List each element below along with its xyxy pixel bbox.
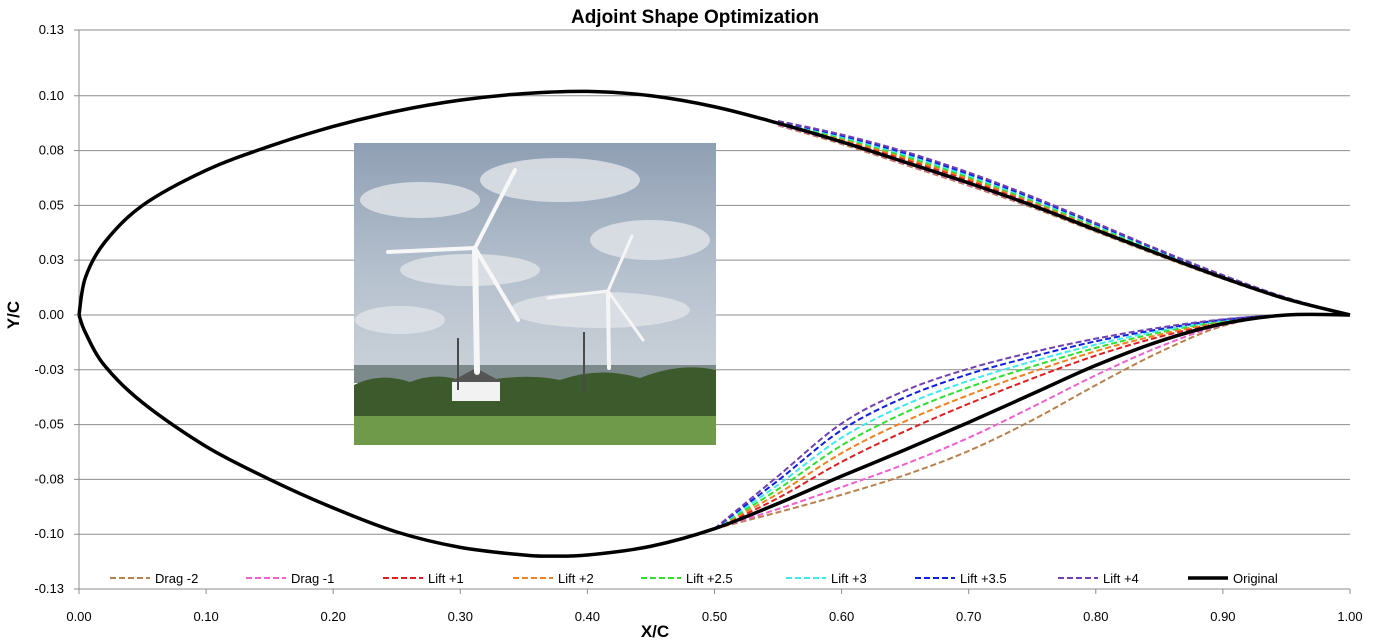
x-tick-label: 0.90 [1210,609,1235,624]
y-tick-label: 0.05 [39,197,64,212]
y-tick-label: -0.13 [34,581,64,596]
x-tick-label: 0.30 [448,609,473,624]
x-tick-label: 0.20 [321,609,346,624]
y-tick-label: 0.13 [39,22,64,37]
legend-label-lift-1: Lift +1 [428,571,464,586]
series-original-upper [77,89,1351,317]
series-original-lower [77,312,1351,558]
legend-label-lift-2: Lift +2 [558,571,594,586]
x-tick-label: 1.00 [1337,609,1362,624]
x-tick-labels: 0.00 0.10 0.20 0.30 0.40 0.50 0.60 0.70 0.80 0.90… [66,609,1362,624]
turbine-small [546,234,645,370]
y-tick-label: 0.10 [39,88,64,103]
y-tick-label: -0.10 [34,526,64,541]
series-lift-4-lower [713,313,1351,530]
x-tick-label: 0.60 [829,609,854,624]
legend-label-lift-4: Lift +4 [1103,571,1139,586]
series-lift-3-lower [713,313,1351,530]
x-tick-label: 0.80 [1083,609,1108,624]
x-tick-label: 0.10 [193,609,218,624]
legend: Drag -2 Drag -1 Lift +1 Lift +2 Lift +2.5 Lif… [110,571,1278,586]
y-tick-labels: 0.13 0.10 0.08 0.05 0.03 0.00 -0.03 -0.05 -0.08 -… [34,22,64,596]
legend-label-original: Original [1233,571,1278,586]
photo-field [354,416,716,445]
photo-house [450,368,502,401]
legend-label-lift-3: Lift +3 [831,571,867,586]
x-axis-title: X/C [641,622,669,641]
wind-turbine-photo [354,143,716,445]
photo-clouds [355,158,710,334]
series-lines [77,89,1351,558]
x-tick-label: 0.70 [956,609,981,624]
x-tick-label: 0.40 [575,609,600,624]
x-tick-label: 0.00 [66,609,91,624]
chart-title: Adjoint Shape Optimization [571,7,819,28]
utility-poles [457,332,585,392]
y-tick-label: -0.05 [34,417,64,432]
y-tick-label: -0.03 [34,362,64,377]
x-tick-label: 0.50 [702,609,727,624]
photo-hedge [354,367,716,418]
legend-label-lift-2-5: Lift +2.5 [686,571,733,586]
y-tick-label: 0.03 [39,252,64,267]
y-tick-label: 0.08 [39,143,64,158]
legend-label-drag-2: Drag -2 [155,571,198,586]
legend-label-lift-3-5: Lift +3.5 [960,571,1007,586]
legend-label-drag-1: Drag -1 [291,571,334,586]
series-lift-2-5-lower [713,313,1351,530]
turbine-large [386,168,520,375]
series-lift-4-upper [777,119,1351,316]
y-tick-label: 0.00 [39,307,64,322]
y-tick-label: -0.08 [34,471,64,486]
y-axis-title: Y/C [4,301,23,329]
